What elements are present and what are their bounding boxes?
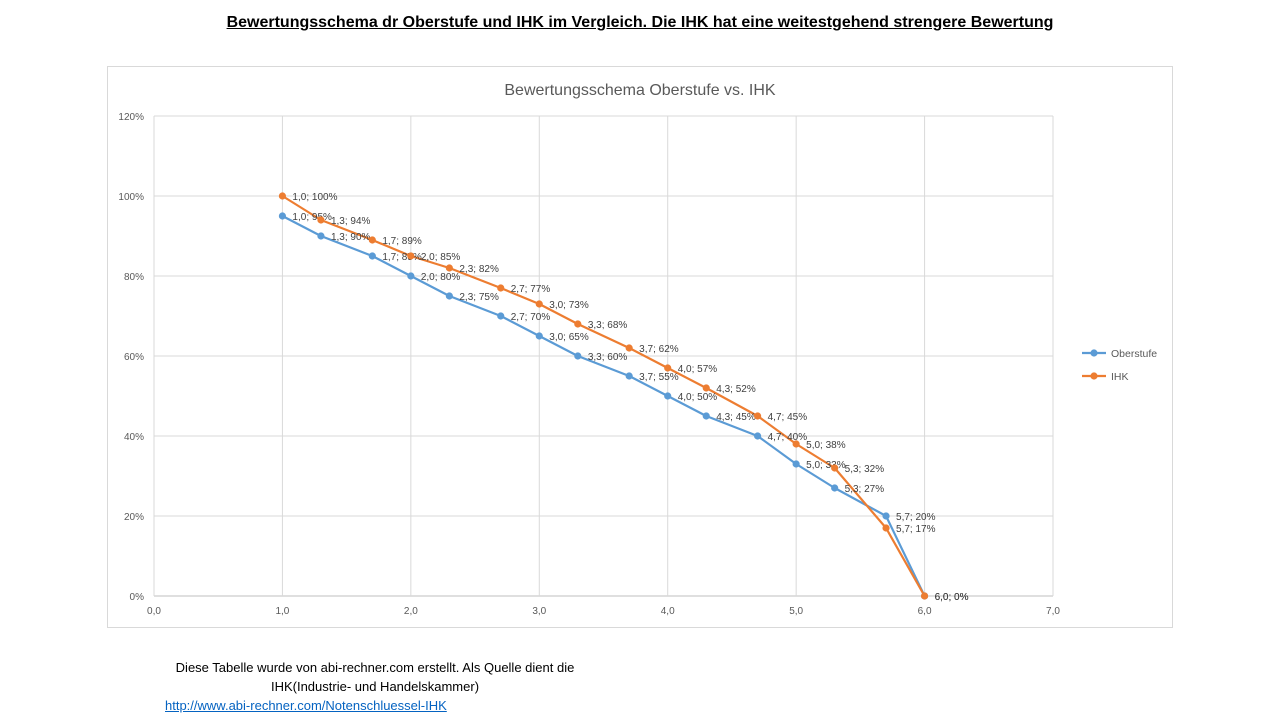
series-line-oberstufe <box>281 215 926 597</box>
chart-title: Bewertungsschema Oberstufe vs. IHK <box>504 82 776 99</box>
data-point-oberstufe <box>702 412 710 420</box>
series-line-ihk <box>281 195 926 597</box>
y-tick-label: 120% <box>118 112 144 123</box>
data-point-ihk <box>664 364 672 372</box>
x-tick-label: 1,0 <box>275 606 289 617</box>
x-tick-label: 7,0 <box>1046 606 1060 617</box>
page-heading: Bewertungsschema dr Oberstufe und IHK im… <box>226 14 1054 31</box>
data-label-oberstufe: 1,7; 85% <box>382 252 422 263</box>
data-point-ihk <box>368 236 376 244</box>
x-tick-label: 5,0 <box>789 606 803 617</box>
data-point-ihk <box>882 524 890 532</box>
data-label-oberstufe: 3,7; 55% <box>639 372 679 383</box>
data-point-oberstufe <box>625 372 633 380</box>
source-link[interactable]: http://www.abi-rechner.com/Notenschluess… <box>165 698 447 713</box>
data-point-oberstufe <box>407 272 415 280</box>
data-label-oberstufe: 6,0; 0% <box>935 592 969 603</box>
data-label-oberstufe: 2,0; 80% <box>421 272 461 283</box>
data-label-ihk: 2,7; 77% <box>511 284 551 295</box>
data-label-ihk: 1,3; 94% <box>331 216 371 227</box>
source-note: Diese Tabelle wurde von abi-rechner.com … <box>150 658 600 696</box>
data-point-ihk <box>317 216 325 224</box>
data-label-ihk: 2,3; 82% <box>459 264 499 275</box>
legend-marker-oberstufe <box>1090 349 1098 357</box>
data-point-ihk <box>278 192 287 200</box>
data-point-oberstufe <box>317 232 325 240</box>
data-point-oberstufe <box>574 352 582 360</box>
data-label-ihk: 2,0; 85% <box>421 252 461 263</box>
y-tick-label: 80% <box>124 272 144 283</box>
data-label-ihk: 5,3; 32% <box>845 464 885 475</box>
data-point-ihk <box>792 440 800 448</box>
data-label-oberstufe: 4,3; 45% <box>716 412 756 423</box>
data-point-ihk <box>702 384 710 392</box>
x-tick-label: 3,0 <box>532 606 546 617</box>
data-label-oberstufe: 3,3; 60% <box>588 352 628 363</box>
data-label-ihk: 1,7; 89% <box>382 236 422 247</box>
data-point-oberstufe <box>792 460 800 468</box>
data-point-ihk <box>831 464 839 472</box>
y-tick-label: 0% <box>130 592 145 603</box>
data-label-ihk: 4,3; 52% <box>716 384 756 395</box>
data-label-ihk: 4,0; 57% <box>678 364 718 375</box>
legend-label-ihk: IHK <box>1111 371 1129 383</box>
source-note-line-2: IHK(Industrie- und Handelskammer) <box>270 679 480 694</box>
data-point-ihk <box>625 344 633 352</box>
source-note-line-1: Diese Tabelle wurde von abi-rechner.com … <box>175 660 575 675</box>
data-point-oberstufe <box>445 292 453 300</box>
data-label-oberstufe: 5,0; 33% <box>806 460 846 471</box>
legend-label-oberstufe: Oberstufe <box>1111 348 1157 360</box>
data-label-ihk: 6,0; 0% <box>935 592 969 603</box>
data-label-oberstufe: 5,7; 20% <box>896 512 936 523</box>
data-label-ihk: 1,0; 100% <box>292 192 337 203</box>
data-point-ihk <box>920 592 929 600</box>
data-label-oberstufe: 2,7; 70% <box>511 312 551 323</box>
data-point-oberstufe <box>535 332 543 340</box>
data-label-oberstufe: 4,0; 50% <box>678 392 718 403</box>
data-point-oberstufe <box>368 252 376 260</box>
data-label-ihk: 3,0; 73% <box>549 300 589 311</box>
data-point-ihk <box>535 300 543 308</box>
x-tick-label: 4,0 <box>661 606 675 617</box>
data-label-ihk: 3,3; 68% <box>588 320 628 331</box>
data-point-ihk <box>407 252 415 260</box>
x-tick-label: 2,0 <box>404 606 418 617</box>
y-tick-label: 100% <box>118 192 144 203</box>
y-tick-label: 60% <box>124 352 144 363</box>
data-point-oberstufe <box>497 312 505 320</box>
data-point-ihk <box>574 320 582 328</box>
data-point-oberstufe <box>882 512 890 520</box>
data-label-oberstufe: 1,3; 90% <box>331 232 371 243</box>
data-label-ihk: 4,7; 45% <box>768 412 808 423</box>
legend-marker-ihk <box>1090 372 1098 380</box>
data-label-ihk: 3,7; 62% <box>639 344 679 355</box>
data-point-oberstufe <box>278 212 287 220</box>
data-label-ihk: 5,0; 38% <box>806 440 846 451</box>
data-point-oberstufe <box>664 392 672 400</box>
data-point-ihk <box>754 412 762 420</box>
data-point-oberstufe <box>831 484 839 492</box>
data-label-ihk: 5,7; 17% <box>896 524 936 535</box>
data-point-ihk <box>497 284 505 292</box>
chart-frame: Bewertungsschema Oberstufe vs. IHK 0% 20% 4… <box>107 66 1173 628</box>
x-tick-label: 6,0 <box>918 606 932 617</box>
data-label-oberstufe: 1,0; 95% <box>292 212 332 223</box>
data-point-ihk <box>445 264 453 272</box>
x-tick-label: 0,0 <box>147 606 161 617</box>
data-point-oberstufe <box>754 432 762 440</box>
data-label-oberstufe: 5,3; 27% <box>845 484 885 495</box>
data-label-oberstufe: 3,0; 65% <box>549 332 589 343</box>
data-label-oberstufe: 2,3; 75% <box>459 292 499 303</box>
y-tick-label: 40% <box>124 432 144 443</box>
y-tick-label: 20% <box>124 512 144 523</box>
data-label-oberstufe: 4,7; 40% <box>768 432 808 443</box>
line-chart: Bewertungsschema Oberstufe vs. IHK 0% 20% 4… <box>118 82 1157 617</box>
